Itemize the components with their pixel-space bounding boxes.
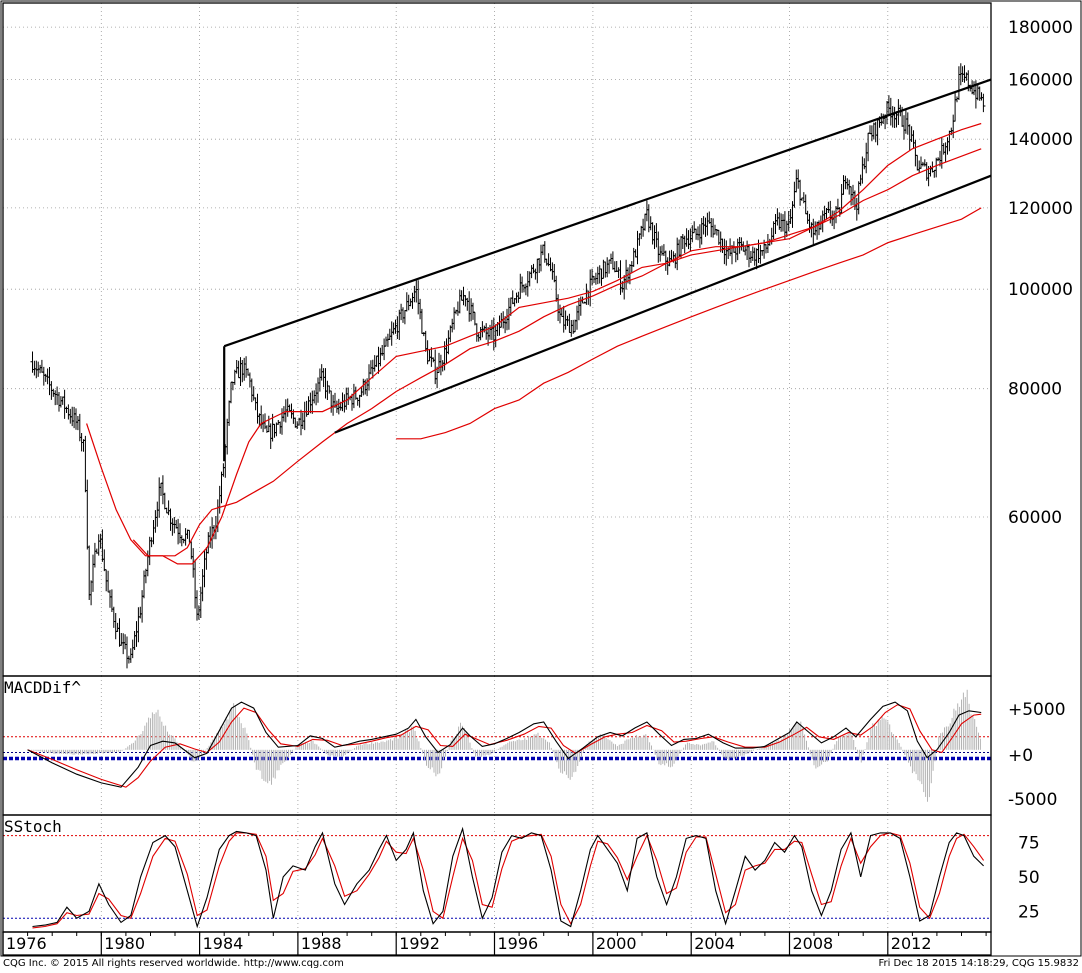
macd-signal-line: [27, 704, 982, 788]
stochastic-title: SStoch: [4, 817, 62, 836]
stochastic-panel: 75 50 25 SStoch: [2, 815, 1040, 932]
macd-tick-label: -5000: [1008, 790, 1057, 810]
macd-lines: [27, 701, 982, 788]
x-axis-year-label: 1980: [104, 934, 145, 953]
x-axis-year-label: 1992: [399, 934, 440, 953]
price-grid: [2, 3, 991, 676]
price-tick-label: 140000: [1008, 130, 1073, 150]
x-axis-year-label: 2004: [694, 934, 735, 953]
x-axis-year-label: 1988: [301, 934, 342, 953]
macd-tick-label: +0: [1008, 746, 1033, 766]
x-axis-year-label: 1976: [6, 934, 47, 953]
panel-frame: [2, 931, 992, 956]
x-axis: 1976 1980 1984 1988 1992 1996 2000 2004 2008 2012: [2, 932, 987, 955]
price-tick-label: 120000: [1008, 199, 1073, 219]
x-axis-year-label: 1984: [203, 934, 244, 953]
trendline: [334, 174, 992, 434]
x-axis-year-label: 2000: [596, 934, 637, 953]
price-tick-label: 160000: [1008, 71, 1073, 91]
macd-panel: +5000 +0 -5000 MACDDif^: [2, 676, 1066, 815]
moving-average-line: [86, 148, 982, 557]
stochastic-k-line: [32, 826, 984, 929]
moving-average-line: [132, 122, 982, 565]
macd-y-axis-labels: +5000 +0 -5000: [1008, 700, 1066, 810]
macd-title: MACDDif^: [4, 678, 81, 697]
x-axis-year-label: 2008: [793, 934, 834, 953]
stochastic-tick-label: 75: [1018, 834, 1040, 854]
price-tick-label: 100000: [1008, 280, 1073, 300]
stochastic-d-line: [32, 832, 985, 929]
stochastic-lines: [32, 826, 985, 929]
price-tick-label: 80000: [1008, 380, 1062, 400]
stochastic-grid: [2, 815, 991, 932]
ohlc-bar: [981, 93, 986, 113]
price-tick-label: 180000: [1008, 18, 1073, 38]
stochastic-tick-label: 25: [1018, 902, 1040, 922]
stochastic-y-axis-labels: 75 50 25: [1018, 834, 1040, 923]
footer-timestamp: Fri Dec 18 2015 14:18:29, CQG 15.9832: [878, 958, 1079, 969]
footer-copyright: CQG Inc. © 2015 All rights reserved worl…: [3, 958, 344, 969]
moving-averages: [86, 122, 982, 565]
stochastic-tick-label: 50: [1018, 868, 1040, 888]
macd-line: [27, 701, 982, 788]
moving-average-line: [396, 207, 982, 440]
trendline: [223, 78, 992, 348]
macd-tick-label: +5000: [1008, 700, 1066, 720]
price-bars: [30, 63, 986, 669]
x-axis-year-label: 1996: [498, 934, 539, 953]
price-y-axis-labels: 60000 80000 100000 120000 140000 160000 180000: [1008, 18, 1073, 528]
price-panel: 60000 80000 100000 120000 140000 160000 180000: [2, 3, 1073, 676]
price-tick-label: 60000: [1008, 508, 1062, 528]
x-axis-year-label: 2012: [891, 934, 932, 953]
trendlines: [223, 78, 992, 462]
macd-histogram: [29, 689, 981, 802]
